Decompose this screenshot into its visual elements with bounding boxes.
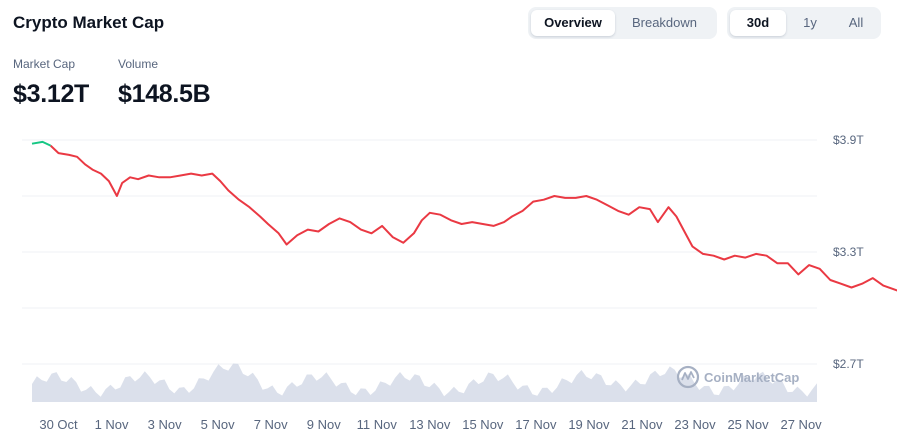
page-title: Crypto Market Cap [13,13,165,32]
x-tick-label: 13 Nov [409,417,451,432]
x-tick-label: 15 Nov [462,417,504,432]
x-tick-label: 23 Nov [674,417,716,432]
x-tick-label: 5 Nov [201,417,235,432]
series-line-down [49,144,897,292]
x-tick-label: 3 Nov [148,417,182,432]
x-tick-label: 1 Nov [95,417,129,432]
y-tick-label: $3.9T [833,133,864,147]
x-tick-label: 7 Nov [254,417,288,432]
coinmarketcap-logo-icon [676,365,700,389]
market-cap-value: $3.12T [13,80,90,108]
tab-overview[interactable]: Overview [531,10,615,36]
x-tick-label: 25 Nov [727,417,769,432]
x-tick-label: 30 Oct [39,417,78,432]
view-toggle: Overview Breakdown [528,7,717,39]
market-cap-label: Market Cap [13,57,76,71]
x-tick-label: 21 Nov [621,417,663,432]
range-toggle: 30d 1y All [727,7,881,39]
x-tick-label: 9 Nov [307,417,341,432]
volume-label: Volume [118,57,159,71]
coinmarketcap-watermark: CoinMarketCap [676,365,799,389]
y-tick-label: $2.7T [833,357,864,371]
x-tick-label: 19 Nov [568,417,610,432]
x-tick-label: 17 Nov [515,417,557,432]
x-tick-label: 11 Nov [357,417,398,432]
volume-value: $148.5B [118,80,211,108]
range-all-button[interactable]: All [848,15,864,30]
volume-area [32,363,817,402]
y-tick-label: $3.3T [833,245,864,259]
watermark-text: CoinMarketCap [704,370,799,385]
series-line-up [31,140,52,147]
tab-breakdown[interactable]: Breakdown [631,15,698,30]
x-tick-label: 27 Nov [780,417,822,432]
range-30d-button[interactable]: 30d [730,10,786,36]
range-1y-button[interactable]: 1y [803,15,817,30]
